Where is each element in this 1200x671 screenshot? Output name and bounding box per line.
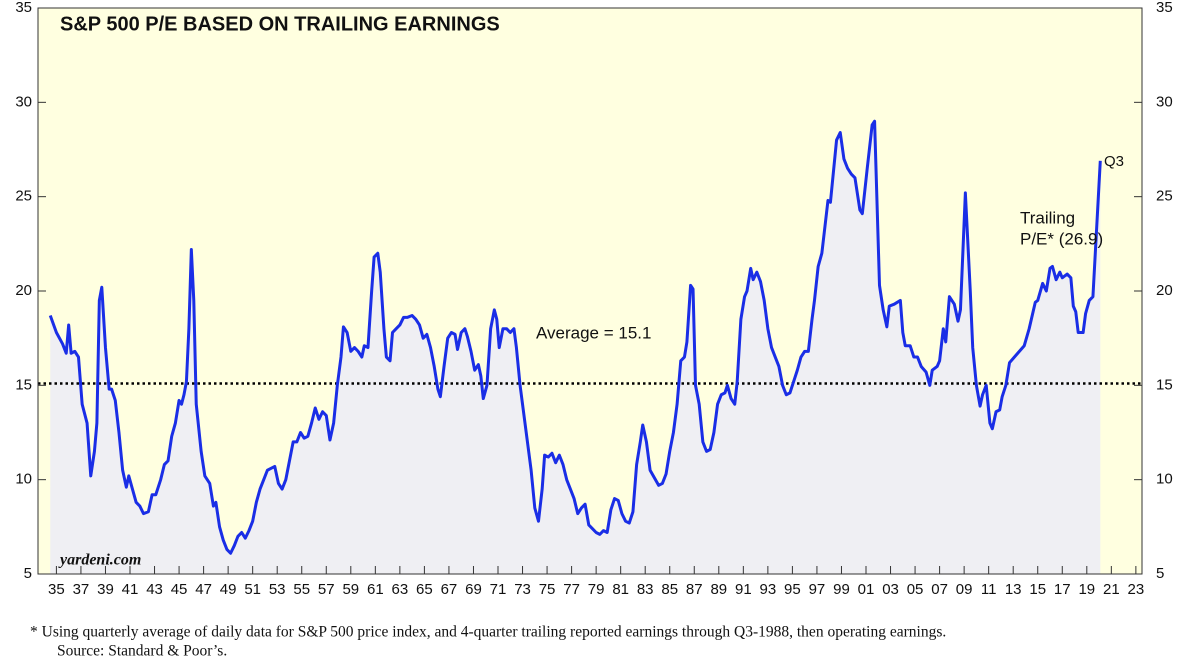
y-tick-label: 15 bbox=[15, 376, 32, 393]
x-tick-label: 39 bbox=[97, 581, 114, 598]
x-tick-label: 99 bbox=[833, 581, 850, 598]
x-tick-label: 21 bbox=[1103, 581, 1120, 598]
x-tick-label: 09 bbox=[956, 581, 973, 598]
y-tick-label: 10 bbox=[15, 471, 32, 488]
x-tick-label: 17 bbox=[1054, 581, 1071, 598]
x-tick-label: 55 bbox=[293, 581, 310, 598]
x-tick-label: 13 bbox=[1005, 581, 1022, 598]
x-tick-label: 95 bbox=[784, 581, 801, 598]
x-tick-label: 37 bbox=[73, 581, 90, 598]
x-tick-label: 69 bbox=[465, 581, 482, 598]
x-tick-label: 71 bbox=[490, 581, 507, 598]
trailing-label: Trailing bbox=[1020, 208, 1075, 227]
chart-title: S&P 500 P/E BASED ON TRAILING EARNINGS bbox=[60, 13, 500, 35]
x-tick-label: 65 bbox=[416, 581, 433, 598]
source-mark: yardeni.com bbox=[58, 552, 141, 569]
x-tick-label: 97 bbox=[809, 581, 826, 598]
x-tick-label: 15 bbox=[1029, 581, 1046, 598]
x-tick-label: 67 bbox=[441, 581, 458, 598]
x-tick-label: 11 bbox=[981, 581, 997, 598]
x-tick-label: 51 bbox=[244, 581, 261, 598]
x-tick-label: 49 bbox=[220, 581, 237, 598]
y-tick-label: 35 bbox=[15, 0, 32, 16]
x-tick-label: 61 bbox=[367, 581, 384, 598]
x-tick-label: 85 bbox=[661, 581, 678, 598]
x-tick-label: 23 bbox=[1128, 581, 1145, 598]
x-tick-label: 59 bbox=[342, 581, 359, 598]
x-tick-label: 41 bbox=[122, 581, 139, 598]
x-tick-label: 03 bbox=[882, 581, 899, 598]
y2-tick-label: 10 bbox=[1156, 471, 1173, 488]
y2-tick-label: 15 bbox=[1156, 376, 1173, 393]
y2-tick-label: 5 bbox=[1156, 565, 1164, 582]
x-tick-label: 19 bbox=[1078, 581, 1095, 598]
trailing-label: P/E* (26.9) bbox=[1020, 229, 1103, 248]
x-tick-label: 35 bbox=[48, 581, 65, 598]
x-tick-label: 53 bbox=[269, 581, 286, 598]
marks bbox=[38, 119, 1142, 574]
y-tick-label: 30 bbox=[15, 93, 32, 110]
x-tick-label: 63 bbox=[392, 581, 409, 598]
y2-tick-label: 35 bbox=[1156, 0, 1173, 16]
footnote: Source: Standard & Poor’s. bbox=[57, 643, 227, 660]
average-label: Average = 15.1 bbox=[536, 323, 651, 342]
x-tick-label: 83 bbox=[637, 581, 654, 598]
line bbox=[48, 119, 1102, 555]
x-tick-label: 43 bbox=[146, 581, 163, 598]
y-tick-label: 20 bbox=[15, 282, 32, 299]
end-label: Q3 bbox=[1104, 153, 1124, 170]
x-tick-label: 87 bbox=[686, 581, 703, 598]
x-tick-label: 81 bbox=[612, 581, 629, 598]
x-tick-label: 91 bbox=[735, 581, 752, 598]
footnote: * Using quarterly average of daily data … bbox=[30, 624, 946, 641]
x-tick-label: 45 bbox=[171, 581, 188, 598]
y2-tick-label: 20 bbox=[1156, 282, 1173, 299]
x-tick-label: 01 bbox=[858, 581, 875, 598]
x-tick-label: 79 bbox=[588, 581, 605, 598]
y-tick-label: 25 bbox=[15, 188, 32, 205]
x-tick-label: 93 bbox=[760, 581, 777, 598]
x-tick-label: 73 bbox=[514, 581, 531, 598]
y2-tick-label: 30 bbox=[1156, 93, 1173, 110]
x-tick-label: 07 bbox=[931, 581, 948, 598]
x-tick-label: 77 bbox=[563, 581, 580, 598]
x-tick-label: 05 bbox=[907, 581, 924, 598]
x-tick-label: 57 bbox=[318, 581, 335, 598]
x-tick-label: 75 bbox=[539, 581, 556, 598]
y-tick-label: 5 bbox=[24, 565, 32, 582]
x-tick-label: 89 bbox=[710, 581, 727, 598]
area bbox=[50, 121, 1101, 574]
x-tick-label: 47 bbox=[195, 581, 212, 598]
y2-tick-label: 25 bbox=[1156, 188, 1173, 205]
